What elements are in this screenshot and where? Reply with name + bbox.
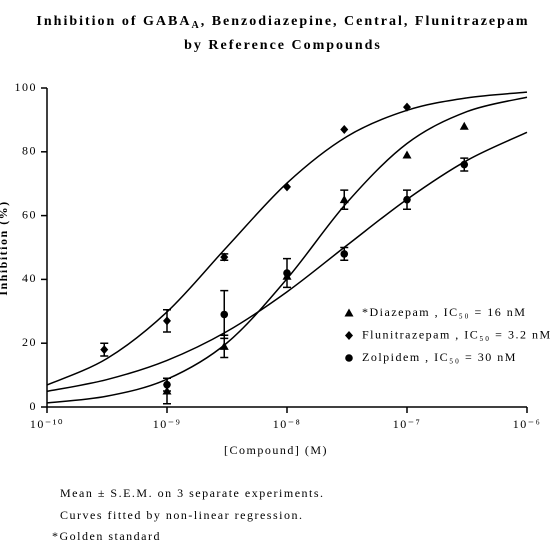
x-axis-label: [Compound] (M)	[224, 443, 328, 457]
marker-circle	[340, 250, 349, 258]
marker-diamond	[340, 124, 349, 134]
legend-label: *Diazepam , IC₅₀ = 16 nM	[362, 305, 526, 319]
chart-subtitle: by Reference Compounds	[184, 38, 382, 53]
fit-curve	[46, 91, 528, 386]
x-tick-label: 10⁻⁷	[393, 417, 422, 431]
fit-curve	[46, 131, 528, 393]
marker-triangle	[339, 195, 349, 204]
title-part: Inhibition of GABA	[36, 14, 191, 29]
y-axis-label: Inhibition (%)	[0, 200, 10, 295]
chart-title: Inhibition of GABAA, Benzodiazepine, Cen…	[36, 14, 529, 31]
footnote: *Golden standard	[52, 529, 161, 543]
x-tick-label: 10⁻⁸	[273, 417, 302, 431]
marker-diamond	[100, 345, 109, 355]
y-tick-label: 40	[22, 271, 37, 285]
footnote: Curves fitted by non-linear regression.	[60, 508, 303, 522]
y-tick-label: 80	[22, 144, 37, 158]
marker-circle	[220, 310, 229, 319]
marker-triangle	[459, 121, 469, 130]
marker-circle	[460, 160, 469, 169]
marker-diamond	[345, 331, 353, 340]
marker-diamond	[403, 102, 411, 112]
x-tick-label: 10⁻⁹	[153, 417, 182, 431]
y-tick-label: 100	[15, 80, 38, 94]
marker-diamond	[163, 316, 171, 326]
legend-label: Zolpidem , IC₅₀ = 30 nM	[362, 350, 517, 364]
marker-circle	[283, 269, 291, 277]
title-part: , Benzodiazepine, Central, Flunitrazepam	[201, 14, 530, 29]
x-tick-label: 10⁻¹⁰	[30, 417, 64, 431]
legend-label: Flunitrazepam , IC₅₀ = 3.2 nM	[362, 327, 550, 341]
footnote: Mean ± S.E.M. on 3 separate experiments.	[60, 486, 325, 500]
title-subscript: A	[191, 20, 200, 31]
y-tick-label: 60	[22, 207, 37, 221]
y-tick-label: 0	[30, 399, 38, 413]
marker-circle	[403, 195, 411, 204]
x-tick-label: 10⁻⁶	[513, 417, 542, 431]
marker-triangle	[344, 308, 354, 317]
marker-diamond	[283, 182, 291, 192]
marker-triangle	[219, 341, 229, 350]
marker-triangle	[402, 150, 412, 159]
marker-circle	[163, 380, 171, 389]
marker-circle	[345, 354, 353, 362]
y-tick-label: 20	[22, 335, 37, 349]
marker-diamond	[220, 252, 229, 262]
